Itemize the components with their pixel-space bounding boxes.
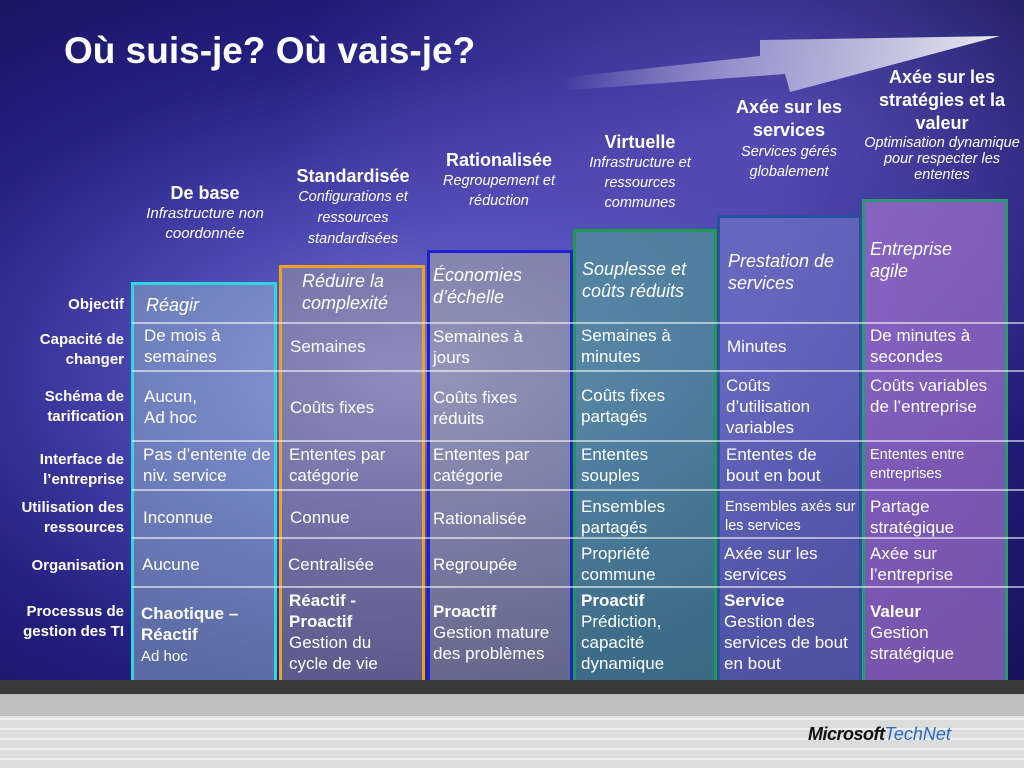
cell-capacite: Minutes [727, 337, 787, 356]
processus-level: Valeur [870, 602, 922, 621]
cell-capacite: Semaines à minutes [581, 326, 671, 366]
stage-header-strategies: Axée sur les stratégies et la valeur Opt… [862, 66, 1022, 183]
processus-detail: Gestion mature des problèmes [433, 623, 550, 663]
stage-desc: Optimisation dynamique pour respecter le… [864, 135, 1020, 183]
row-label-interface: Interface de l’entreprise [39, 451, 124, 488]
logo-brand: Microsoft [808, 724, 885, 744]
processus-level: Proactif [581, 591, 645, 610]
cell-objectif: Réduire la complexité [302, 271, 389, 313]
stage-header-services: Axée sur les services Services gérés glo… [720, 96, 858, 182]
cell-interface: Ententes par catégorie [289, 445, 386, 485]
row-label-tarification: Schéma de tarification [44, 388, 124, 425]
processus-detail: Gestion stratégique [870, 623, 955, 663]
processus-level: Réactif - Proactif [289, 591, 357, 631]
row-divider [132, 440, 1024, 442]
stage-header-de-base: De base Infrastructure non coordonnée [130, 183, 280, 244]
stage-desc: Infrastructure non coordonnée [146, 205, 264, 242]
stage-name: Axée sur les stratégies et la valeur [878, 67, 1006, 133]
column-virtuelle [573, 229, 717, 680]
row-label-utilisation: Utilisation des ressources [21, 499, 124, 536]
row-label-processus: Processus de gestion des TI [23, 603, 124, 640]
row-label-objectif: Objectif [68, 296, 124, 313]
cell-processus: Valeur Gestion stratégique [870, 601, 990, 664]
cell-capacite: Semaines [290, 337, 366, 356]
logo-product: TechNet [884, 724, 951, 744]
stage-name: Rationalisée [445, 150, 553, 170]
processus-detail: Prédiction, capacité dynamique [581, 612, 665, 673]
cell-capacite: De minutes à secondes [870, 326, 971, 366]
column-services [717, 215, 862, 680]
cell-organisation: Aucune [142, 555, 200, 574]
cell-interface: Pas d’entente de niv. service [143, 445, 271, 485]
page-title: Où suis-je? Où vais-je? [64, 30, 476, 71]
progression-arrow [560, 36, 1000, 92]
cell-interface: Ententes entre entreprises [870, 447, 965, 482]
column-de-base [131, 282, 277, 680]
stage-header-standardisee: Standardisée Configurations et ressource… [278, 166, 428, 250]
cell-tarification: Coûts fixes réduits [433, 388, 518, 428]
processus-level: Proactif [433, 602, 497, 621]
cell-interface: Ententes souples [581, 445, 649, 485]
cell-utilisation: Connue [290, 508, 350, 527]
cell-interface: Ententes de bout en bout [726, 445, 821, 485]
stage-desc: Infrastructure et ressources communes [589, 155, 691, 211]
cell-tarification: Coûts fixes [290, 398, 375, 417]
row-divider [132, 370, 1024, 372]
stage-name: Virtuelle [604, 132, 676, 152]
cell-processus: Proactif Gestion mature des problèmes [433, 601, 571, 664]
cell-tarification: Coûts d’utilisation variables [726, 376, 811, 437]
cell-utilisation: Partage stratégique [870, 497, 955, 537]
stage-desc: Configurations et ressources standardisé… [298, 189, 408, 247]
cell-utilisation: Ensembles partagés [581, 497, 666, 537]
cell-tarification: Aucun, Ad hoc [144, 387, 197, 427]
cell-objectif: Entreprise agile [870, 239, 953, 281]
cell-organisation: Regroupée [433, 555, 518, 574]
cell-interface: Ententes par catégorie [433, 445, 530, 485]
cell-objectif: Réagir [146, 295, 200, 315]
processus-detail: Gestion des services de bout en bout [724, 612, 848, 673]
row-divider [132, 322, 1024, 324]
processus-detail: Ad hoc [141, 648, 188, 665]
row-divider [132, 537, 1024, 539]
cell-organisation: Propriété commune [581, 544, 656, 584]
stage-name: De base [170, 183, 240, 203]
stage-desc: Regroupement et réduction [442, 173, 556, 209]
microsoft-technet-logo: MicrosoftTechNet [808, 724, 951, 745]
footer-stripe [0, 694, 1024, 716]
cell-processus: Chaotique – Réactif Ad hoc [141, 603, 273, 667]
row-divider [132, 586, 1024, 588]
cell-utilisation: Ensembles axés sur les services [725, 499, 856, 534]
cell-tarification: Coûts variables de l’entreprise [870, 376, 988, 416]
row-label-capacite: Capacité de changer [39, 331, 124, 368]
column-strategies [862, 199, 1008, 680]
cell-capacite: De mois à semaines [144, 326, 221, 366]
cell-utilisation: Rationalisée [433, 509, 527, 528]
processus-level: Chaotique – Réactif [141, 604, 239, 644]
column-rationalisee [427, 250, 573, 680]
cell-organisation: Axée sur les services [724, 544, 818, 584]
footer-stripe [0, 680, 1024, 694]
processus-detail: Gestion du cycle de vie [289, 633, 378, 673]
cell-processus: Service Gestion des services de bout en … [724, 590, 852, 674]
processus-level: Service [724, 591, 785, 610]
stage-header-virtuelle: Virtuelle Infrastructure et ressources c… [570, 132, 710, 213]
cell-processus: Proactif Prédiction, capacité dynamique [581, 590, 709, 674]
cell-objectif: Prestation de services [728, 251, 835, 293]
cell-tarification: Coûts fixes partagés [581, 386, 666, 426]
row-divider [132, 489, 1024, 491]
cell-objectif: Économies d’échelle [433, 265, 523, 307]
stage-name: Axée sur les services [735, 97, 843, 140]
cell-organisation: Centralisée [288, 555, 374, 574]
cell-organisation: Axée sur l’entreprise [870, 544, 954, 584]
cell-objectif: Souplesse et coûts réduits [582, 259, 687, 301]
column-standardisee [279, 265, 425, 680]
stage-header-rationalisee: Rationalisée Regroupement et réduction [425, 150, 573, 211]
cell-capacite: Semaines à jours [433, 327, 523, 367]
cell-utilisation: Inconnue [143, 508, 213, 527]
stage-name: Standardisée [296, 166, 410, 186]
stage-desc: Services gérés globalement [741, 144, 837, 180]
row-label-organisation: Organisation [31, 557, 124, 574]
cell-processus: Réactif - Proactif Gestion du cycle de v… [289, 590, 399, 674]
